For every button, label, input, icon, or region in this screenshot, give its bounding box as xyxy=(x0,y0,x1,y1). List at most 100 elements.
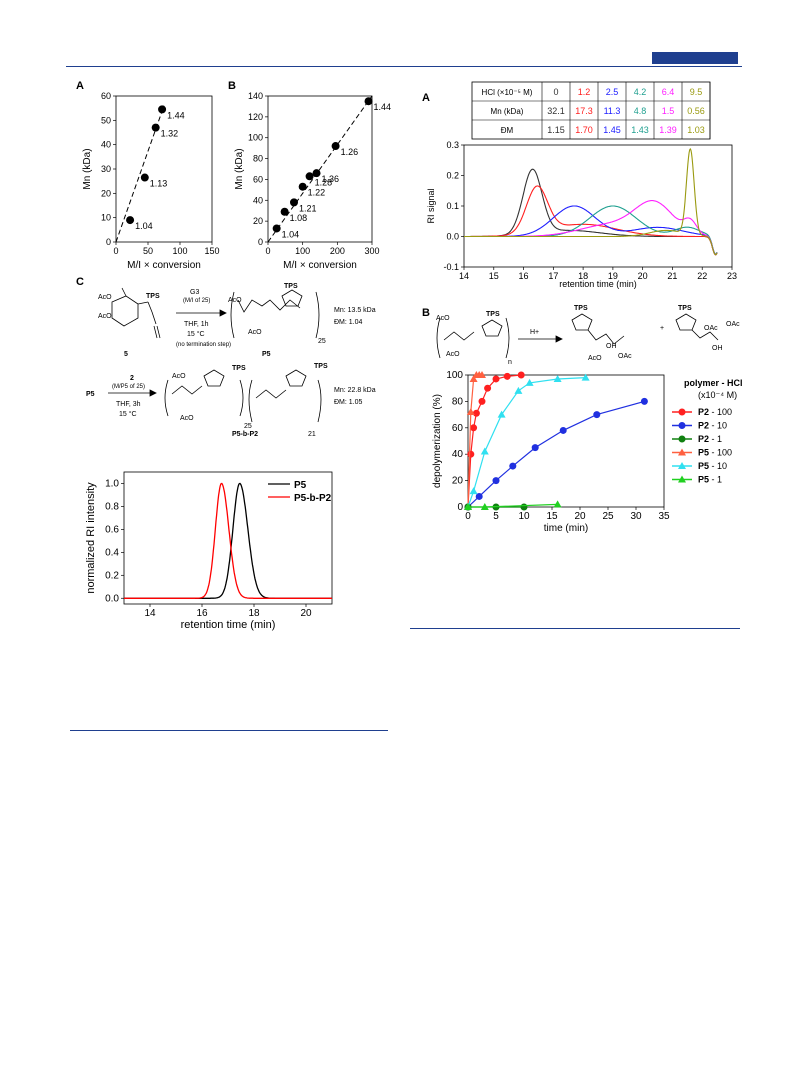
data-point xyxy=(140,173,149,182)
x-tick-label: 21 xyxy=(667,271,677,281)
plot-frame xyxy=(123,471,333,605)
x-tick-label: 20 xyxy=(638,271,648,281)
marker xyxy=(531,444,539,452)
pyrroline-ring xyxy=(281,289,303,307)
table-cell: 11.3 xyxy=(604,106,621,116)
y-tick-label: 0 xyxy=(106,237,111,247)
mn-P5: Mn: 13.5 kDa xyxy=(334,307,376,314)
table-header: Mn (kDa) xyxy=(491,107,524,116)
point-label: 1.44 xyxy=(167,110,185,120)
oac-B3: OAc xyxy=(726,321,740,328)
x-tick-label: 18 xyxy=(248,608,260,619)
acid-label: H+ xyxy=(530,329,539,336)
x-tick-label: 16 xyxy=(519,271,529,281)
marker xyxy=(503,372,511,380)
y-tick-label: 40 xyxy=(452,449,464,460)
point-label: 1.26 xyxy=(341,147,359,157)
chart-A: 0 50 100 150 0 10 20 30 40 50 60 M/I × conversion Mn… xyxy=(82,91,220,271)
marker xyxy=(470,424,478,432)
x-axis-label: M/I × conversion xyxy=(127,260,201,271)
point-label: 1.21 xyxy=(299,203,317,213)
y-tick-label: 120 xyxy=(248,112,263,122)
marker xyxy=(553,500,562,508)
marker xyxy=(492,477,500,485)
x-tick-label: 100 xyxy=(295,246,310,256)
y-tick-label: 60 xyxy=(101,91,111,101)
y-tick-label: 0.2 xyxy=(446,171,459,181)
data-point xyxy=(126,216,135,225)
point-label: 1.36 xyxy=(322,174,340,184)
mi-ratio: (M/I of 25) xyxy=(183,298,210,304)
aco-B2: AcO xyxy=(446,351,460,358)
marker xyxy=(514,386,523,394)
series-line-P5 - 10 xyxy=(467,377,586,508)
panel-label-C: C xyxy=(76,276,84,288)
header-tag xyxy=(652,52,738,64)
x-tick-label: 15 xyxy=(489,271,499,281)
marker xyxy=(593,411,601,419)
chart-depolymerization: 0 5 10 15 20 25 30 35 0 20 40 60 80 100 time (min) depo… xyxy=(432,370,670,534)
temp-2: 15 °C xyxy=(119,410,137,418)
y-tick-label: 60 xyxy=(452,423,464,434)
marker xyxy=(581,373,590,381)
table-header: HCl (×10⁻⁵ M) xyxy=(482,88,533,97)
panel-label-B-right: B xyxy=(422,307,430,319)
x-tick-label: 5 xyxy=(493,511,499,522)
x-tick-label: 14 xyxy=(459,271,469,281)
chart-RI-signal: 14 15 16 17 18 19 20 21 22 23 -0.1 0.0 0.1 0.2 0.3 rete… xyxy=(426,140,737,289)
table-cell: 0 xyxy=(553,87,558,97)
x-tick-label: 17 xyxy=(548,271,558,281)
scheme-B xyxy=(436,313,719,359)
y-axis-label: normalized RI intensity xyxy=(85,482,97,594)
right-column-rule xyxy=(410,628,740,629)
table-cell: 4.8 xyxy=(634,106,647,116)
panel-label-B: B xyxy=(228,80,236,92)
data-point xyxy=(272,224,281,233)
thf-3h: THF, 3h xyxy=(116,401,141,408)
temp-1: 15 °C xyxy=(187,330,205,338)
table-cell: 1.43 xyxy=(631,125,649,135)
legend-label: P5 xyxy=(294,480,307,491)
y-tick-label: 80 xyxy=(253,154,263,164)
point-label: 1.22 xyxy=(308,188,326,198)
x-tick-label: 0 xyxy=(113,246,118,256)
x-tick-label: 30 xyxy=(630,511,642,522)
table-cell: 1.39 xyxy=(659,125,677,135)
thf-1h: THF, 1h xyxy=(184,321,209,328)
legend-label: P5-b-P2 xyxy=(294,493,332,504)
ri-trace-6.4 xyxy=(464,200,718,256)
legend-unit: (x10⁻⁴ M) xyxy=(698,390,737,400)
x-tick-label: 25 xyxy=(602,511,614,522)
aco-label-6: AcO xyxy=(180,415,194,422)
dispersity-P5: ĐM: 1.04 xyxy=(334,319,363,326)
m-p5-ratio: (M/P5 of 25) xyxy=(112,384,145,390)
y-tick-label: 0.6 xyxy=(105,524,119,535)
tps-B2: TPS xyxy=(574,305,588,312)
legend-label: P2 - 10 xyxy=(698,421,727,431)
x-tick-label: 10 xyxy=(518,511,530,522)
data-point xyxy=(364,97,373,106)
marker xyxy=(466,407,475,415)
legend-title: polymer - HCl xyxy=(684,378,743,388)
data-point xyxy=(305,172,314,181)
x-tick-label: 0 xyxy=(465,511,471,522)
table-cell: 1.70 xyxy=(575,125,593,135)
y-tick-label: 0.0 xyxy=(105,593,119,604)
data-point xyxy=(298,182,307,191)
point-label: 1.32 xyxy=(161,129,179,139)
y-tick-label: 20 xyxy=(452,476,464,487)
marker xyxy=(509,462,517,470)
x-tick-label: 23 xyxy=(727,271,737,281)
x-tick-label: 19 xyxy=(608,271,618,281)
table-cell: 32.1 xyxy=(547,106,565,116)
scheme-C xyxy=(108,287,322,423)
chart-B: 0 100 200 300 0 20 40 60 80 100 120 140 M/I × conver… xyxy=(234,91,391,271)
aco-B3: AcO xyxy=(588,355,602,362)
aco-label-2: AcO xyxy=(98,313,112,320)
repeat-25b: 25 xyxy=(244,423,252,430)
legend-label: P5 - 100 xyxy=(698,448,732,458)
tps-label-2: TPS xyxy=(284,283,298,290)
block-copolymer: P5-b-P2 xyxy=(232,431,258,438)
marker xyxy=(559,426,567,434)
x-tick-label: 22 xyxy=(697,271,707,281)
